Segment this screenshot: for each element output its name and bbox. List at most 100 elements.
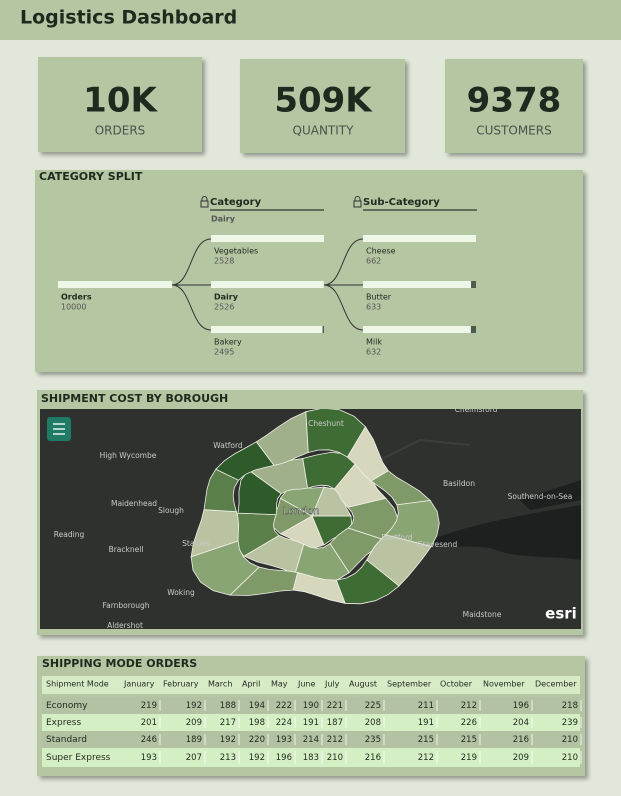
- place-label: Chelmsford: [455, 405, 498, 414]
- place-label: Farnborough: [102, 601, 149, 610]
- node-label: Vegetables: [214, 247, 258, 256]
- table-cell: 208: [365, 718, 381, 728]
- column-header: February: [163, 680, 199, 689]
- table-cell: 196: [276, 753, 292, 763]
- table-cell: 191: [303, 718, 319, 728]
- table-cell: 190: [303, 701, 319, 711]
- table-cell: 209: [513, 753, 529, 763]
- table-cell: 207: [186, 753, 202, 763]
- node-label: Orders: [61, 293, 92, 302]
- header-bar: [0, 0, 621, 40]
- root-bar: [58, 281, 172, 288]
- level-header: Sub-Category: [363, 197, 440, 208]
- table-cell: 214: [303, 735, 319, 745]
- table-cell: 193: [141, 753, 157, 763]
- place-label: Staines: [182, 539, 210, 548]
- map: Chelmsford Cheshunt Watford High Wycombe Bas…: [54, 405, 581, 629]
- column-header: September: [387, 680, 432, 689]
- table-cell: 222: [276, 701, 292, 711]
- table-cell: 196: [513, 701, 529, 711]
- level-header: Category: [210, 197, 262, 208]
- row-label: Economy: [46, 701, 88, 711]
- kpi-card: [38, 57, 202, 152]
- table-cell: 211: [418, 701, 434, 711]
- table-cell: 216: [365, 753, 381, 763]
- table-cell: 224: [276, 718, 292, 728]
- column-header: November: [483, 680, 525, 689]
- kpi-value: 509K: [274, 81, 373, 121]
- column-header: Shipment Mode: [46, 680, 109, 689]
- kpi-card: [445, 59, 583, 153]
- place-label: Basildon: [443, 479, 475, 488]
- node-value: 662: [366, 257, 381, 266]
- place-label: Reading: [54, 530, 85, 539]
- subcategory-bar: [363, 281, 472, 288]
- node-value: 633: [366, 303, 381, 312]
- place-label: Watford: [213, 441, 243, 450]
- table-cell: 218: [562, 701, 578, 711]
- column-header: June: [297, 680, 316, 689]
- water: [520, 480, 581, 510]
- estuary: [430, 505, 581, 560]
- table-cell: 239: [562, 718, 578, 728]
- place-label: Bracknell: [109, 545, 144, 554]
- table-cell: 246: [141, 735, 157, 745]
- table-cell: 212: [327, 735, 343, 745]
- road: [379, 438, 471, 461]
- table-cell: 210: [562, 753, 578, 763]
- subcategory-bar: [363, 235, 476, 242]
- borough: [347, 497, 399, 542]
- table-cell: 183: [303, 753, 319, 763]
- table-cell: 216: [513, 735, 529, 745]
- connector: [323, 284, 364, 331]
- table-cell: 204: [513, 718, 529, 728]
- table-cell: 198: [249, 718, 265, 728]
- column-header: January: [123, 680, 155, 689]
- panel-title: CATEGORY SPLIT: [39, 170, 143, 183]
- table-cell: 221: [327, 701, 343, 711]
- lock-icon: [353, 200, 362, 208]
- table-cell: 194: [249, 701, 265, 711]
- table-cell: 219: [141, 701, 157, 711]
- kpi-label: CUSTOMERS: [476, 124, 551, 138]
- kpi-value: 10K: [83, 81, 158, 121]
- place-label: London: [283, 506, 320, 517]
- kpi-label: ORDERS: [95, 124, 146, 138]
- lock-icon: [200, 200, 209, 208]
- place-label: Maidenhead: [111, 499, 157, 508]
- lock-shackle: [201, 196, 208, 201]
- table-cell: 191: [418, 718, 434, 728]
- place-label: Cheshunt: [308, 419, 344, 428]
- panel-title: SHIPPING MODE ORDERS: [42, 657, 197, 670]
- table-cell: 226: [461, 718, 477, 728]
- place-label: Gravesend: [417, 540, 458, 549]
- category-bar: [211, 326, 323, 333]
- table-cell: 213: [220, 753, 236, 763]
- table-cell: 189: [186, 735, 202, 745]
- place-label: Maidstone: [463, 610, 502, 619]
- table-cell: 225: [365, 701, 381, 711]
- node-value: 2526: [214, 303, 234, 312]
- map-attribution: esri: [545, 605, 577, 623]
- node-value: 2495: [214, 348, 234, 357]
- table-cell: 193: [276, 735, 292, 745]
- connector: [323, 238, 364, 286]
- node-label: Butter: [366, 293, 392, 302]
- table-cell: 188: [220, 701, 236, 711]
- column-header: August: [349, 680, 377, 689]
- place-label: High Wycombe: [100, 451, 157, 460]
- borough: [366, 534, 432, 587]
- category-bar: [211, 235, 324, 242]
- kpi-value: 9378: [467, 81, 562, 121]
- connector: [171, 284, 212, 331]
- table-row: [42, 697, 580, 714]
- row-label: Standard: [46, 735, 87, 745]
- kpi-card: [240, 59, 405, 153]
- column-header: May: [271, 680, 288, 689]
- table-cell: 220: [249, 735, 265, 745]
- node-label: Bakery: [214, 338, 242, 347]
- place-label: Southend-on-Sea: [508, 492, 573, 501]
- table-header-row: [42, 676, 580, 694]
